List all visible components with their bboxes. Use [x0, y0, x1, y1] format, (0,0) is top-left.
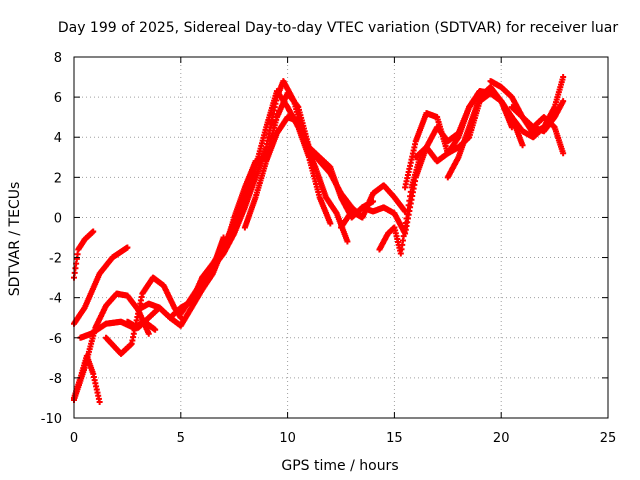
data-point — [96, 398, 103, 405]
series-sat-16 — [359, 88, 483, 237]
y-tick-label: 4 — [54, 131, 62, 146]
y-tick-label: 8 — [54, 51, 62, 66]
data-point — [145, 330, 152, 337]
series-sat-22 — [530, 114, 567, 157]
series-sat-2 — [71, 244, 131, 327]
x-tick-label: 10 — [279, 431, 296, 446]
data-point — [124, 244, 131, 251]
data-point — [560, 98, 567, 105]
x-tick-label: 25 — [600, 431, 617, 446]
y-tick-label: -10 — [41, 412, 62, 427]
series-sat-19 — [444, 84, 547, 181]
chart-title: Day 199 of 2025, Sidereal Day-to-day VTE… — [58, 20, 619, 36]
plot-frame — [73, 56, 609, 419]
x-tick-label: 15 — [386, 431, 403, 446]
data-point — [344, 238, 351, 245]
x-tick-label: 20 — [493, 431, 510, 446]
y-tick-label: -4 — [49, 292, 62, 307]
y-tick-label: -6 — [49, 332, 62, 347]
grid — [74, 57, 608, 418]
data-point — [327, 220, 334, 227]
axis-ticks: 0 5 10 15 20 25 -10 -8 -6 -4 -2 0 2 4 6 8 — [41, 51, 617, 446]
series-sat-1 — [71, 228, 97, 281]
data-point — [519, 142, 526, 149]
y-tick-label: -8 — [49, 372, 62, 387]
series-sat-10 — [199, 88, 334, 281]
data-point — [560, 150, 567, 157]
y-tick-label: 6 — [54, 91, 62, 106]
x-tick-label: 0 — [70, 431, 78, 446]
y-tick-label: 0 — [54, 211, 62, 226]
data-point — [152, 326, 159, 333]
y-axis-label: SDTVAR / TECUs — [7, 182, 23, 297]
y-tick-label: -2 — [49, 252, 62, 267]
data-points — [71, 74, 567, 405]
series-sat-14 — [338, 182, 409, 231]
data-point — [560, 74, 567, 81]
y-tick-label: 2 — [54, 171, 62, 186]
x-tick-label: 5 — [177, 431, 185, 446]
x-axis-label: GPS time / hours — [281, 458, 398, 474]
data-point — [90, 228, 97, 235]
